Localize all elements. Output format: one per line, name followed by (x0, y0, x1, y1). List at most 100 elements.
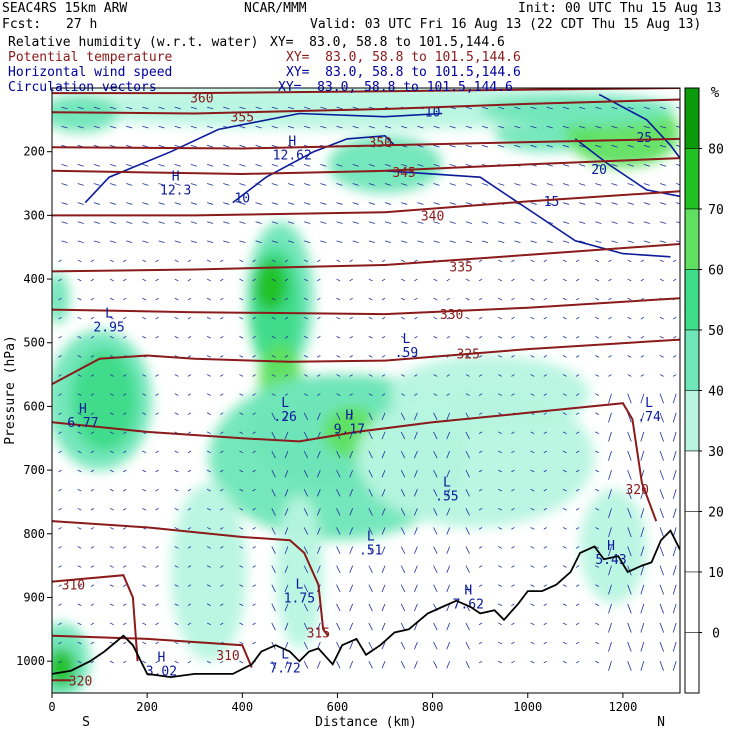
vector-arrow (498, 240, 505, 244)
vector-arrow (239, 393, 244, 396)
vector-arrow (478, 393, 483, 396)
vector-arrow (465, 144, 473, 148)
vector-arrow (123, 584, 127, 587)
vector-arrow (676, 164, 680, 166)
vector-arrow (595, 164, 602, 167)
vector-arrow (287, 183, 295, 186)
vector-arrow (562, 202, 570, 205)
vector-arrow (220, 355, 224, 358)
vector-arrow (206, 316, 211, 320)
vector-arrow (336, 164, 343, 167)
vector-arrow (575, 393, 580, 396)
vector-arrow (478, 469, 483, 473)
vector-arrow (255, 164, 262, 167)
vector-arrow (478, 507, 483, 511)
vector-arrow (543, 641, 547, 645)
field-name-rh: Relative humidity (w.r.t. water) (8, 35, 259, 50)
vector-arrow (514, 240, 521, 244)
vector-arrow (239, 355, 244, 358)
vector-arrow (611, 240, 618, 244)
vector-arrow (368, 469, 373, 478)
vector-arrow (659, 278, 664, 282)
vector-arrow (381, 450, 386, 459)
vector-arrow (543, 546, 547, 549)
vector-arrow (284, 527, 289, 535)
vector-arrow (368, 431, 373, 440)
vector-arrow (446, 641, 451, 650)
vector-arrow (142, 183, 149, 186)
theta-contour (52, 157, 680, 176)
vector-arrow (401, 202, 408, 205)
vector-arrow (511, 660, 515, 664)
vector-arrow (530, 546, 535, 549)
vector-arrow (543, 316, 547, 320)
vector-arrow (252, 469, 256, 473)
vector-arrow (659, 527, 664, 538)
vector-arrow (158, 202, 165, 205)
vector-arrow (640, 565, 645, 576)
vector-arrow (252, 603, 256, 606)
vector-arrow (239, 164, 246, 167)
vector-arrow (142, 316, 147, 320)
vector-arrow (206, 603, 211, 606)
vector-arrow (481, 221, 489, 224)
vector-arrow (206, 221, 214, 224)
vector-arrow (659, 450, 664, 461)
theta-contour-label: 330 (440, 308, 463, 323)
vector-arrow (381, 641, 386, 650)
vector-arrow (58, 393, 62, 396)
vector-arrow (303, 546, 309, 554)
vector-arrow (640, 489, 645, 499)
vector-arrow (368, 240, 375, 244)
vector-arrow (465, 584, 470, 593)
vector-arrow (368, 164, 375, 167)
colorbar-tick-label: 40 (708, 385, 724, 400)
vector-arrow (562, 660, 567, 664)
vector-arrow (158, 240, 165, 244)
vector-arrow (611, 144, 618, 148)
vector-arrow (90, 297, 95, 301)
vector-arrow (77, 221, 84, 224)
vector-arrow (498, 221, 505, 224)
vector-arrow (109, 584, 114, 587)
vector-arrow (498, 431, 503, 435)
vector-arrow (155, 488, 159, 492)
vector-arrow (659, 374, 664, 377)
vector-arrow (627, 221, 634, 224)
vector-arrow (546, 144, 553, 148)
vector-arrow (77, 183, 84, 186)
vector-arrow (109, 278, 114, 282)
vector-arrow (595, 431, 600, 435)
vector-arrow (58, 316, 62, 320)
vector-arrow (384, 240, 392, 244)
vector-arrow (627, 183, 634, 186)
vector-arrow (109, 125, 117, 129)
vector-arrow (239, 316, 244, 320)
vector-arrow (284, 489, 289, 497)
vector-arrow (643, 240, 650, 244)
vector-arrow (174, 221, 181, 224)
theta-contour-label: 310 (216, 649, 239, 664)
vector-arrow (93, 202, 100, 205)
vector-arrow (498, 488, 503, 492)
theta-contour-label: 315 (307, 627, 330, 642)
vector-arrow (77, 565, 82, 568)
vector-arrow (530, 565, 535, 568)
vector-arrow (271, 106, 278, 110)
vector-arrow (349, 259, 353, 263)
vector-arrow (401, 278, 405, 282)
vector-arrow (90, 546, 95, 549)
vector-arrow (317, 316, 321, 320)
vector-arrow (368, 489, 373, 497)
vector-arrow (206, 565, 211, 568)
vector-arrow (336, 393, 341, 396)
vector-arrow (611, 106, 618, 110)
vector-arrow (190, 202, 198, 205)
vector-arrow (595, 565, 600, 568)
vector-arrow (239, 603, 244, 606)
vector-arrow (187, 488, 192, 492)
vector-arrow (174, 412, 179, 415)
extremum-value: 3.02 (146, 665, 177, 680)
vector-arrow (608, 393, 612, 404)
colorbar-tick-label: 50 (708, 324, 724, 339)
